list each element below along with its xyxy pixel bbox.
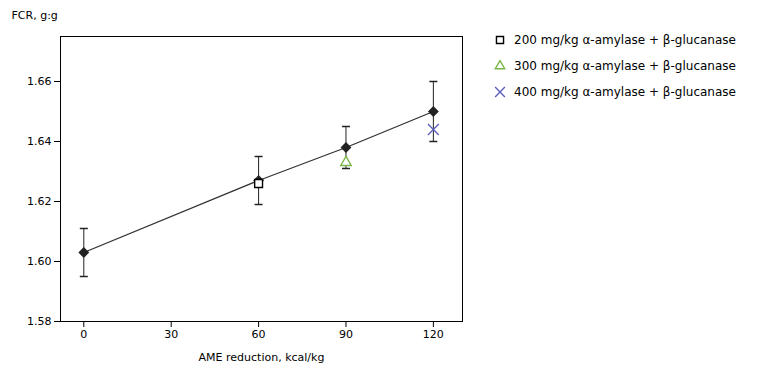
svg-text:1.60: 1.60 [27,255,52,268]
svg-text:0: 0 [80,328,87,341]
svg-text:30: 30 [164,328,178,341]
svg-text:120: 120 [423,328,444,341]
html-text:400 mg/kg α-amylase + β-glucan: 400 mg/kg α-amylase + β-glucanase [514,85,736,99]
svg-text:90: 90 [339,328,353,341]
html-text:200 mg/kg α-amylase + β-glucan: 200 mg/kg α-amylase + β-glucanase [514,33,736,47]
svg-text:60: 60 [252,328,266,341]
svg-text:1.66: 1.66 [27,75,52,88]
svg-text:1.58: 1.58 [27,315,52,328]
svg-text:1.64: 1.64 [27,135,52,148]
svg-text:AME reduction, kcal/kg: AME reduction, kcal/kg [199,351,325,364]
svg-text:FCR, g:g: FCR, g:g [12,9,58,22]
svg-text:1.62: 1.62 [27,195,52,208]
html-text:300 mg/kg α-amylase + β-glucan: 300 mg/kg α-amylase + β-glucanase [514,59,736,73]
